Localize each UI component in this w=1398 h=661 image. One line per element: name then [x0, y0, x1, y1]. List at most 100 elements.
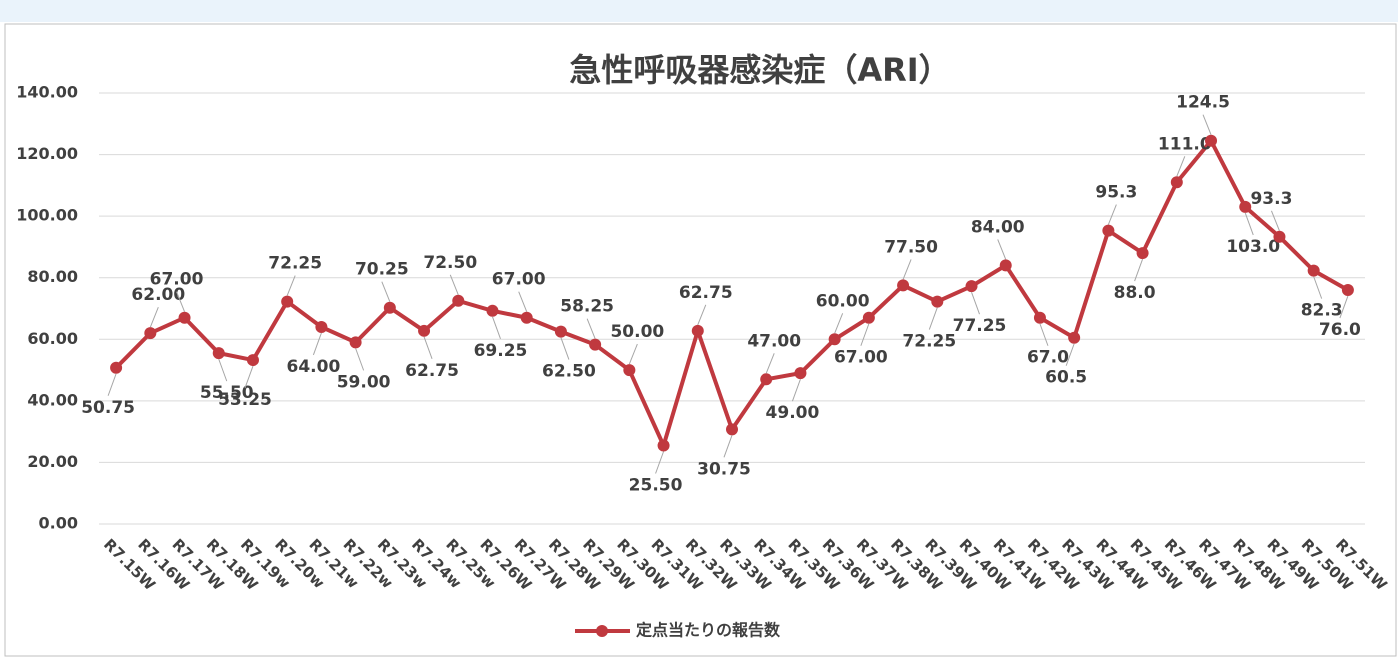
data-point: [999, 259, 1012, 272]
leader-line: [765, 353, 775, 374]
leader-line: [218, 358, 228, 382]
leader-line: [1244, 212, 1254, 236]
data-label: 59.00: [337, 372, 391, 392]
data-point: [1205, 134, 1218, 147]
data-label: 47.00: [747, 331, 801, 351]
data-label: 124.5: [1176, 93, 1230, 113]
data-label: 93.3: [1250, 189, 1292, 209]
data-point: [520, 311, 533, 324]
data-point: [1033, 311, 1046, 324]
data-label: 76.0: [1319, 320, 1361, 340]
leader-line: [1270, 210, 1280, 231]
data-label: 30.75: [697, 459, 751, 479]
leader-line: [586, 318, 596, 339]
leader-line: [492, 316, 501, 339]
data-label: 49.00: [766, 403, 820, 423]
data-label: 111.0: [1158, 134, 1212, 154]
data-label: 50.75: [81, 398, 135, 418]
leader-line: [449, 274, 459, 295]
data-label: 60.00: [816, 291, 870, 311]
top-strip: [0, 0, 1398, 22]
data-label: 72.25: [268, 254, 322, 274]
leader-line: [902, 259, 912, 280]
y-tick-label: 40.00: [27, 390, 78, 409]
leader-line: [355, 348, 365, 371]
data-point: [965, 280, 978, 293]
data-label: 25.50: [629, 475, 683, 495]
leader-line: [1176, 156, 1186, 177]
data-point: [726, 423, 738, 436]
data-label: 77.25: [953, 316, 1007, 336]
leader-line: [107, 373, 117, 396]
y-tick-label: 80.00: [27, 267, 78, 286]
data-point: [349, 336, 362, 349]
data-label: 67.0: [1027, 348, 1069, 368]
data-label: 95.3: [1095, 183, 1137, 203]
data-point: [281, 295, 294, 308]
y-tick-label: 0.00: [39, 514, 78, 533]
leader-line: [997, 239, 1007, 260]
leader-line: [971, 292, 980, 315]
leader-line: [1202, 114, 1212, 135]
legend-label: 定点当たりの報告数: [635, 621, 781, 640]
data-point: [486, 304, 499, 317]
data-point: [1170, 176, 1183, 189]
data-point: [1102, 224, 1115, 237]
data-label: 67.00: [150, 270, 204, 290]
data-point: [828, 333, 841, 346]
y-tick-label: 100.00: [16, 206, 78, 225]
data-point: [1068, 331, 1081, 344]
leader-line: [723, 435, 733, 458]
leader-line: [1107, 204, 1117, 225]
leader-line: [628, 343, 638, 365]
leader-line: [423, 336, 433, 359]
leader-line: [1039, 323, 1049, 346]
data-label: 84.00: [971, 217, 1025, 237]
data-point: [1307, 264, 1320, 277]
leader-line: [1313, 276, 1323, 299]
leader-line: [860, 323, 870, 346]
data-point: [178, 311, 191, 324]
legend-marker: [596, 625, 608, 637]
data-point: [760, 373, 773, 386]
y-tick-label: 140.00: [16, 83, 78, 102]
data-label: 67.00: [834, 348, 888, 368]
leader-line: [834, 313, 844, 334]
leader-line: [381, 281, 391, 302]
chart-title: 急性呼吸器感染症（ARI）: [569, 51, 950, 89]
data-point: [623, 364, 636, 377]
data-point: [794, 367, 807, 380]
leader-line: [244, 365, 254, 389]
leader-line: [1134, 258, 1144, 282]
data-label: 103.0: [1226, 237, 1280, 257]
leader-line: [697, 304, 707, 326]
data-label: 69.25: [474, 341, 528, 361]
leader-line: [518, 291, 528, 312]
leader-line: [1339, 295, 1349, 319]
data-point: [315, 320, 328, 333]
leader-line: [176, 291, 186, 312]
data-point: [931, 295, 944, 308]
leader-line: [312, 332, 322, 356]
data-point: [554, 325, 567, 338]
data-label: 88.0: [1114, 283, 1156, 303]
leader-line: [1065, 343, 1075, 366]
data-point: [418, 324, 431, 337]
leader-line: [791, 378, 801, 402]
y-tick-label: 60.00: [27, 329, 78, 348]
data-label: 67.00: [492, 270, 546, 290]
data-label: 62.50: [542, 362, 596, 382]
data-point: [589, 338, 602, 351]
data-label: 58.25: [560, 297, 614, 317]
data-point: [1136, 247, 1149, 260]
data-point: [452, 294, 465, 307]
data-point: [383, 301, 396, 314]
data-label: 60.5: [1045, 368, 1087, 388]
leader-line: [560, 337, 570, 360]
data-label: 62.75: [679, 283, 733, 303]
leader-line: [149, 306, 159, 328]
data-label: 62.00: [131, 285, 185, 305]
leader-line: [286, 275, 296, 296]
data-label: 50.00: [610, 322, 664, 342]
